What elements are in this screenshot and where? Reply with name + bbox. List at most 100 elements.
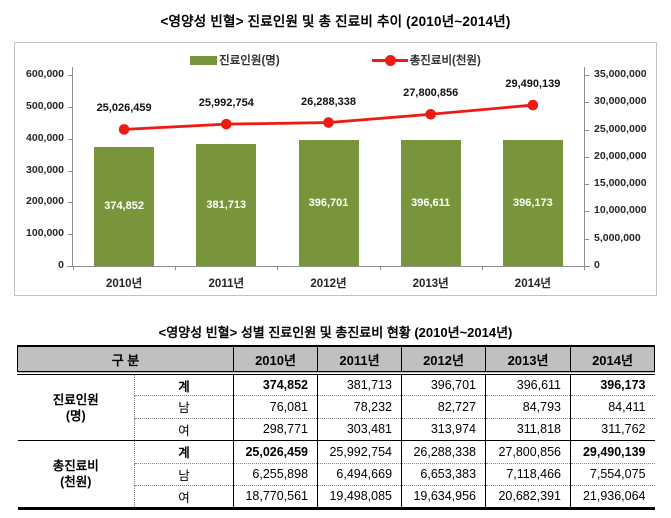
bar-value-label: 396,701	[308, 196, 349, 209]
table-cell-value: 19,498,085	[317, 485, 402, 508]
table-title: <영양성 빈혈> 성별 진료인원 및 총진료비 현황 (2010년~2014년)	[158, 325, 513, 340]
table-sub-label: 여	[133, 485, 235, 508]
table-cell-value: 396,611	[485, 373, 571, 396]
y2-axis-tick-label: 10,000,000	[594, 204, 647, 217]
y2-axis-tick-label: 20,000,000	[594, 149, 647, 162]
table-group-label: 진료인원 (명)	[17, 373, 135, 441]
table-header-year: 2010년	[233, 345, 319, 375]
y-axis-tick-label: 600,000	[26, 68, 64, 80]
y2-axis-tick-mark	[584, 75, 589, 76]
table-cell-value: 303,481	[317, 417, 402, 441]
table-header-year: 2012년	[401, 345, 487, 375]
y2-axis-tick-label: 25,000,000	[594, 122, 647, 135]
table-cell-value: 381,713	[317, 373, 402, 396]
y-axis-line	[72, 67, 73, 266]
bar-value-label: 396,173	[513, 196, 553, 209]
x-axis-category-label: 2010년	[106, 278, 143, 290]
y-axis-tick-mark	[68, 106, 73, 108]
table-cell-value: 19,634,956	[401, 485, 486, 508]
table-cell-value: 7,554,075	[570, 462, 655, 486]
y2-axis-tick-mark	[584, 129, 589, 131]
y2-axis-tick-label: 35,000,000	[594, 68, 647, 80]
table-header-year: 2014년	[570, 345, 656, 375]
table-cell-value: 82,727	[401, 395, 486, 418]
line-point	[425, 108, 437, 120]
x-axis-category-label: 2012년	[310, 278, 347, 290]
line-value-label: 25,026,459	[96, 102, 152, 115]
table-row: 총진료비 (천원) 계 25,026,459 25,992,754 26,288,338…	[17, 440, 655, 508]
x-axis-tick-mark	[175, 266, 177, 270]
table-cell-value: 311,818	[485, 417, 571, 441]
x-axis-tick-mark	[277, 266, 279, 270]
y-axis-tick-mark	[68, 170, 73, 172]
bar: 396,173	[502, 139, 563, 266]
table-cell-value: 6,255,898	[233, 462, 318, 486]
table-cell-value: 78,232	[317, 395, 402, 418]
x-axis-tick-mark	[379, 266, 381, 270]
y-axis-tick-label: 0	[58, 259, 64, 271]
table-cell-value: 6,494,669	[317, 462, 402, 486]
table-cell-value: 6,653,383	[401, 462, 486, 486]
bar: 396,611	[400, 139, 461, 266]
y-axis-tick-label: 300,000	[26, 163, 64, 176]
table-cell-value: 25,992,754	[317, 440, 402, 463]
y-axis-tick-label: 200,000	[26, 195, 64, 208]
table-row: 여 298,771 303,481 313,974 311,818 311,762	[18, 417, 655, 441]
table-cell-value: 27,800,856	[485, 440, 571, 463]
line-value-label: 27,800,856	[403, 87, 459, 100]
y2-axis-tick-mark	[584, 102, 589, 104]
bar: 396,701	[298, 139, 359, 266]
y-axis-tick-mark	[68, 234, 73, 236]
table-cell-value: 29,490,139	[570, 440, 655, 463]
bar: 374,852	[94, 146, 155, 266]
line-point	[118, 124, 130, 135]
line-value-label: 25,992,754	[198, 97, 254, 110]
table-cell-value: 20,682,391	[485, 485, 571, 508]
x-axis-tick-mark	[584, 266, 585, 270]
x-axis-category-label: 2013년	[412, 278, 449, 290]
line-point	[527, 99, 539, 111]
table-cell-value: 21,936,064	[570, 485, 655, 508]
chart-legend: 진료인원(명) 총진료비(천원)	[15, 52, 656, 68]
table-header-row: 구 분 2010년 2011년 2012년 2013년 2014년	[16, 345, 656, 375]
table-cell-value: 84,411	[570, 395, 655, 418]
y2-axis-tick-mark	[584, 184, 589, 186]
y2-axis-tick-label: 30,000,000	[594, 95, 647, 108]
table-cell-value: 374,852	[233, 373, 318, 396]
bar-value-label: 374,852	[104, 200, 144, 213]
data-table: 구 분 2010년 2011년 2012년 2013년 2014년 진료인원 (명) 계 374…	[16, 345, 656, 510]
table-cell-value: 7,118,466	[485, 462, 571, 486]
y-axis-tick-mark	[68, 75, 73, 76]
table-cell-value: 18,770,561	[233, 485, 318, 508]
table-cell-value: 298,771	[233, 417, 318, 441]
chart-title: <영양성 빈혈> 진료인원 및 총 진료비 추이 (2010년~2014년)	[160, 14, 511, 29]
table-row: 남 76,081 78,232 82,727 84,793 84,411	[18, 395, 655, 418]
y2-axis-tick-mark	[584, 238, 589, 240]
table-header-year: 2013년	[485, 345, 572, 375]
chart-panel: 진료인원(명) 총진료비(천원) 0 100,000 200,000 300,000 4…	[14, 42, 657, 296]
legend-line-marker-icon	[371, 54, 408, 66]
table-cell-value: 25,026,459	[233, 440, 318, 463]
table-cell-value: 26,288,338	[401, 440, 486, 463]
x-axis-line	[67, 266, 590, 267]
y-axis-tick-mark	[68, 202, 73, 204]
table-row: 여 18,770,561 19,498,085 19,634,956 20,682,39…	[18, 485, 655, 508]
y-axis-tick-label: 400,000	[26, 131, 64, 144]
table-sub-label: 계	[133, 440, 235, 463]
y-axis-tick-label: 500,000	[26, 99, 64, 112]
bar-value-label: 381,713	[206, 199, 247, 212]
table-cell-value: 76,081	[233, 395, 318, 418]
x-axis-category-label: 2014년	[514, 278, 551, 290]
bar-value-label: 396,611	[411, 196, 451, 209]
table-sub-label: 여	[133, 417, 235, 441]
table-cell-value: 84,793	[485, 395, 571, 418]
legend-item-patients: 진료인원(명)	[190, 52, 280, 68]
table-sub-label: 계	[133, 373, 235, 396]
bar: 381,713	[196, 144, 257, 266]
y2-axis-tick-label: 0	[594, 259, 600, 271]
legend-patients-label: 진료인원(명)	[219, 55, 280, 67]
line-value-label: 26,288,338	[300, 95, 357, 108]
table-cell-value: 396,173	[570, 373, 655, 396]
y2-axis-line	[584, 67, 585, 266]
